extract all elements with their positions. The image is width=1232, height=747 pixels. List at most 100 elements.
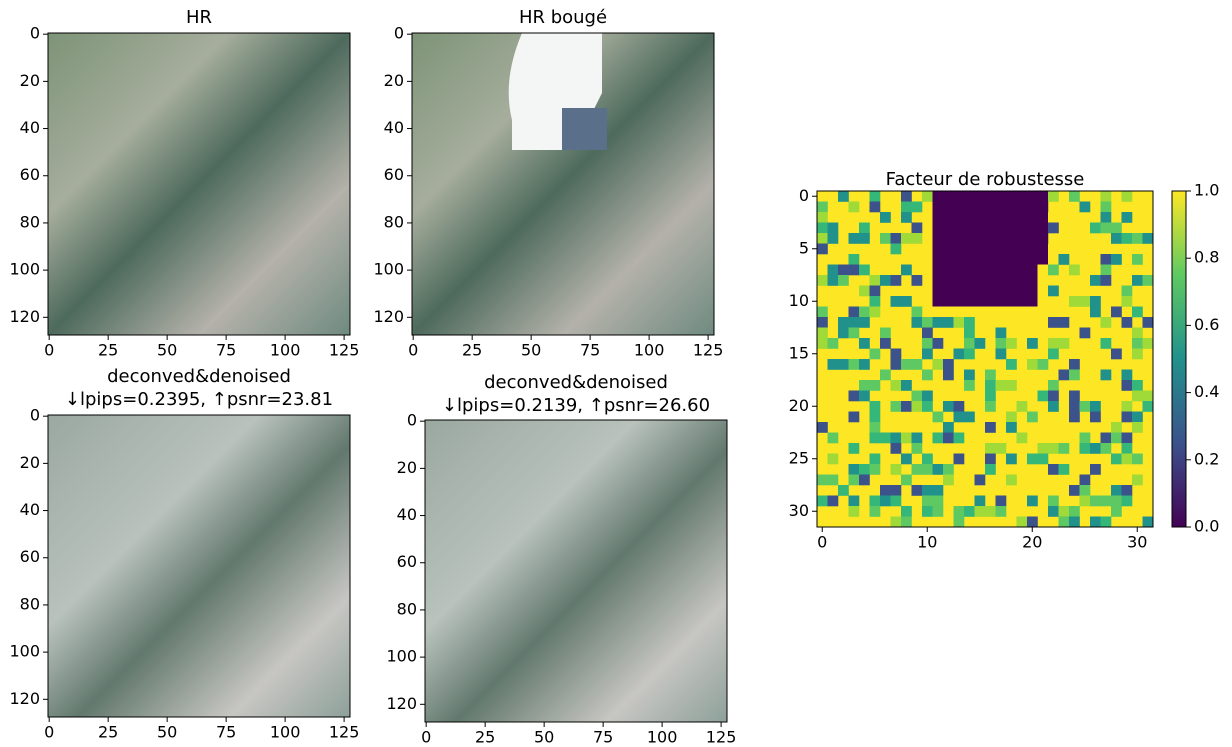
cloud (508, 33, 602, 150)
colorbar-tick-label: 0.0 (1194, 517, 1219, 536)
heatmap-cell (1132, 233, 1143, 244)
heatmap-cell (1069, 411, 1080, 423)
heatmap-cell (911, 432, 923, 444)
heatmap-cell (1100, 495, 1112, 507)
heatmap-cell (985, 422, 996, 433)
panel-title: deconved&denoised (484, 372, 668, 393)
heatmap-cell (1048, 191, 1059, 202)
heatmap-cell (1100, 275, 1112, 286)
heatmap-cell (901, 401, 912, 412)
heatmap-cell (974, 474, 986, 486)
heatmap-cell (995, 495, 1007, 507)
heatmap-cell (817, 474, 828, 486)
heatmap-cell (1100, 516, 1112, 528)
image (425, 420, 727, 722)
heatmap-cell (1048, 348, 1059, 360)
heatmap-cell (869, 411, 881, 423)
heatmap-cell (932, 338, 944, 349)
y-tick-label: 100 (9, 642, 40, 661)
heatmap-cell (985, 443, 996, 454)
x-tick-label: 0 (408, 341, 418, 360)
heatmap-cell (1027, 453, 1038, 465)
panel-subtitle: ↓lpips=0.2395, ↑psnr=23.81 (65, 389, 333, 410)
heatmap-cell (1048, 506, 1059, 517)
heatmap-cell (1121, 495, 1133, 507)
heatmap-cell (985, 369, 996, 381)
y-tick-label: 40 (397, 505, 417, 524)
heatmap-cell (890, 380, 902, 391)
heatmap-cell (1100, 317, 1112, 328)
heatmap-cell (943, 464, 954, 475)
y-tick-label: 40 (20, 500, 40, 519)
heatmap-cell (848, 233, 860, 244)
heatmap-cell (1069, 296, 1080, 307)
heatmap-cell (1132, 380, 1143, 391)
x-tick-label: 100 (634, 341, 665, 360)
y-tick-label: 0 (407, 411, 417, 430)
heatmap-cell (817, 233, 828, 244)
heatmap-cell (1111, 222, 1122, 234)
heatmap-cell (817, 306, 828, 318)
heatmap-cell (1069, 516, 1080, 528)
heatmap-cell (1132, 348, 1143, 360)
colorbar-tick-label: 0.2 (1194, 449, 1219, 468)
x-tick-label: 75 (216, 341, 236, 360)
heatmap-cell (1132, 338, 1143, 349)
heatmap-cell (943, 359, 954, 370)
heatmap-cell (1090, 464, 1101, 475)
heatmap-cell (1058, 516, 1070, 528)
colorbar-frame (1171, 190, 1187, 528)
heatmap-cell (995, 380, 1007, 391)
heatmap-cell (880, 233, 891, 244)
y-tick-label: 20 (789, 396, 809, 415)
x-tick-label: 125 (329, 723, 360, 742)
heatmap-cell (1090, 495, 1101, 507)
heatmap-cell (1142, 401, 1154, 412)
axes-frame (424, 419, 728, 723)
heatmap-cell (869, 380, 881, 391)
heatmap-cell (869, 285, 881, 297)
heatmap-cell (1090, 443, 1101, 454)
heatmap-cell (922, 495, 933, 507)
heatmap-cell (1100, 432, 1112, 444)
heatmap-cell (943, 432, 954, 444)
heatmap-cell (1142, 233, 1154, 244)
heatmap-cell (1121, 485, 1133, 496)
image (48, 415, 350, 717)
y-tick-label: 80 (20, 594, 40, 613)
heatmap-cell (827, 338, 839, 349)
heatmap-cell (817, 317, 828, 328)
heatmap-cell (1006, 453, 1017, 465)
heatmap-cell (932, 464, 944, 475)
y-tick-label: 80 (384, 212, 404, 231)
heatmap-cell (1100, 254, 1112, 265)
heatmap-cell (1121, 285, 1133, 297)
heatmap-cell (964, 317, 975, 328)
heatmap-cell (1100, 338, 1112, 349)
heatmap-cell (1048, 443, 1059, 454)
heatmap-cell (1121, 411, 1133, 423)
heatmap-cell (817, 275, 828, 286)
heatmap-cell (880, 275, 891, 286)
axes-frame (411, 32, 715, 336)
y-tick-label: 80 (20, 212, 40, 231)
heatmap-cell (1027, 516, 1038, 528)
heatmap-cell (1090, 296, 1101, 307)
heatmap-cell (1090, 275, 1101, 286)
heatmap-cell (848, 443, 860, 454)
heatmap-cell (1006, 422, 1017, 433)
heatmap-cell (1121, 380, 1133, 391)
heatmap-cell (1121, 369, 1133, 381)
heatmap-cell (901, 474, 912, 486)
heatmap-cell (1132, 327, 1143, 339)
heatmap-cell (859, 359, 870, 370)
low-region (932, 191, 1048, 307)
heatmap-cell (827, 474, 839, 486)
y-tick-label: 120 (373, 307, 404, 326)
heatmap-cell (890, 464, 902, 475)
heatmap-cell (1121, 453, 1133, 465)
heatmap-cell (880, 338, 891, 349)
heatmap-cell (880, 495, 891, 507)
heatmap-cell (1079, 474, 1091, 486)
heatmap-cell (1132, 453, 1143, 465)
